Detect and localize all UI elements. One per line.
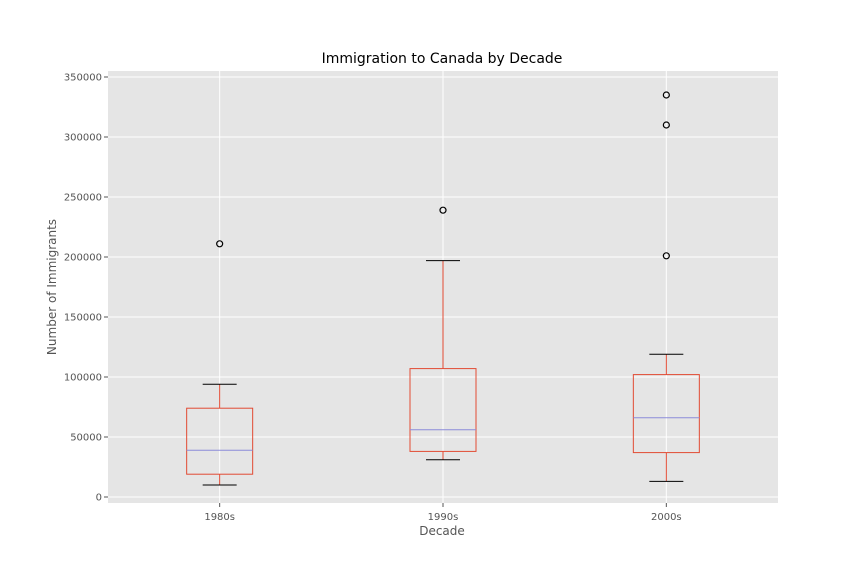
y-tick-label: 50000 [70, 433, 102, 444]
y-tick-label: 200000 [64, 253, 102, 264]
box-body [186, 407, 254, 475]
box-1990s [409, 206, 477, 461]
x-tick-labels: 1980s 1990s 2000s [204, 503, 682, 523]
y-tick-label: 0 [96, 493, 102, 504]
outlier-point [662, 91, 670, 99]
y-tick-label: 100000 [64, 373, 102, 384]
y-tick-label: 250000 [64, 193, 102, 204]
y-tick-label: 150000 [64, 313, 102, 324]
box-1980s [186, 240, 254, 486]
box-series [186, 91, 700, 486]
outlier-point [662, 252, 670, 260]
y-tick-label: 300000 [64, 133, 102, 144]
y-tick-labels: 0 50000 100000 150000 200000 250000 300000 3500… [64, 73, 108, 504]
x-tick-label: 1980s [204, 512, 235, 523]
chart-title: Immigration to Canada by Decade [322, 51, 563, 67]
y-axis-label: Number of Immigrants [45, 219, 59, 355]
x-axis-label: Decade [419, 524, 465, 538]
box-body [409, 368, 477, 452]
outlier-point [439, 206, 447, 214]
x-tick-label: 2000s [651, 512, 682, 523]
box-body [632, 374, 700, 454]
outlier-point [216, 240, 224, 248]
box-2000s [632, 91, 700, 482]
x-tick-label: 1990s [428, 512, 459, 523]
y-tick-label: 350000 [64, 73, 102, 84]
outlier-point [662, 121, 670, 129]
